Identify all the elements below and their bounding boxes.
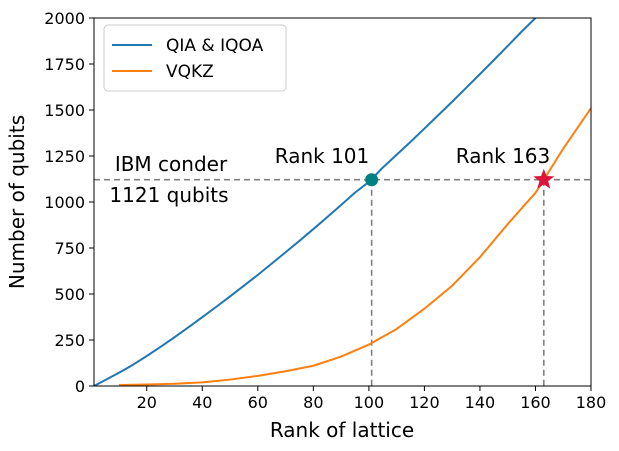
x-axis-label: Rank of lattice <box>270 418 414 442</box>
x-tick-label: 80 <box>303 393 323 412</box>
annotation-rank-101: Rank 101 <box>275 144 370 168</box>
y-tick-label: 1500 <box>44 101 85 120</box>
legend-label-qia-iqoa: QIA & IQOA <box>166 36 264 56</box>
x-axis-ticks: 20 40 60 80 100 120 140 160 180 <box>137 386 607 412</box>
marker-layer <box>365 168 555 189</box>
reference-lines <box>94 178 591 386</box>
x-tick-label: 120 <box>409 393 440 412</box>
annotation-ibm-line1: IBM conder <box>115 152 228 176</box>
y-tick-label: 2000 <box>44 9 85 28</box>
y-tick-label: 1750 <box>44 55 85 74</box>
series-line-1 <box>118 107 591 386</box>
series-layer <box>94 18 591 386</box>
legend-box <box>103 24 287 92</box>
y-tick-label: 250 <box>54 331 85 350</box>
x-tick-label: 20 <box>137 393 157 412</box>
annotation-ibm-line2: 1121 qubits <box>109 183 228 207</box>
annotation-rank-163: Rank 163 <box>456 144 551 168</box>
series-line-0 <box>94 18 538 386</box>
y-axis-label: Number of qubits <box>5 115 29 289</box>
marker-star <box>533 168 555 189</box>
y-tick-label: 1250 <box>44 147 85 166</box>
x-tick-label: 140 <box>465 393 496 412</box>
x-tick-label: 160 <box>520 393 551 412</box>
legend-label-vqkz: VQKZ <box>166 62 214 82</box>
y-tick-label: 0 <box>75 377 85 396</box>
y-tick-label: 1000 <box>44 193 85 212</box>
y-axis-ticks: 0 250 500 750 1000 1250 1500 1750 2000 <box>44 9 94 396</box>
y-tick-label: 500 <box>54 285 85 304</box>
x-tick-label: 100 <box>354 393 385 412</box>
x-tick-label: 60 <box>248 393 268 412</box>
legend: QIA & IQOA VQKZ <box>103 24 287 92</box>
y-tick-label: 750 <box>54 239 85 258</box>
x-tick-label: 40 <box>192 393 212 412</box>
marker-circle <box>365 173 379 187</box>
x-tick-label: 180 <box>576 393 607 412</box>
